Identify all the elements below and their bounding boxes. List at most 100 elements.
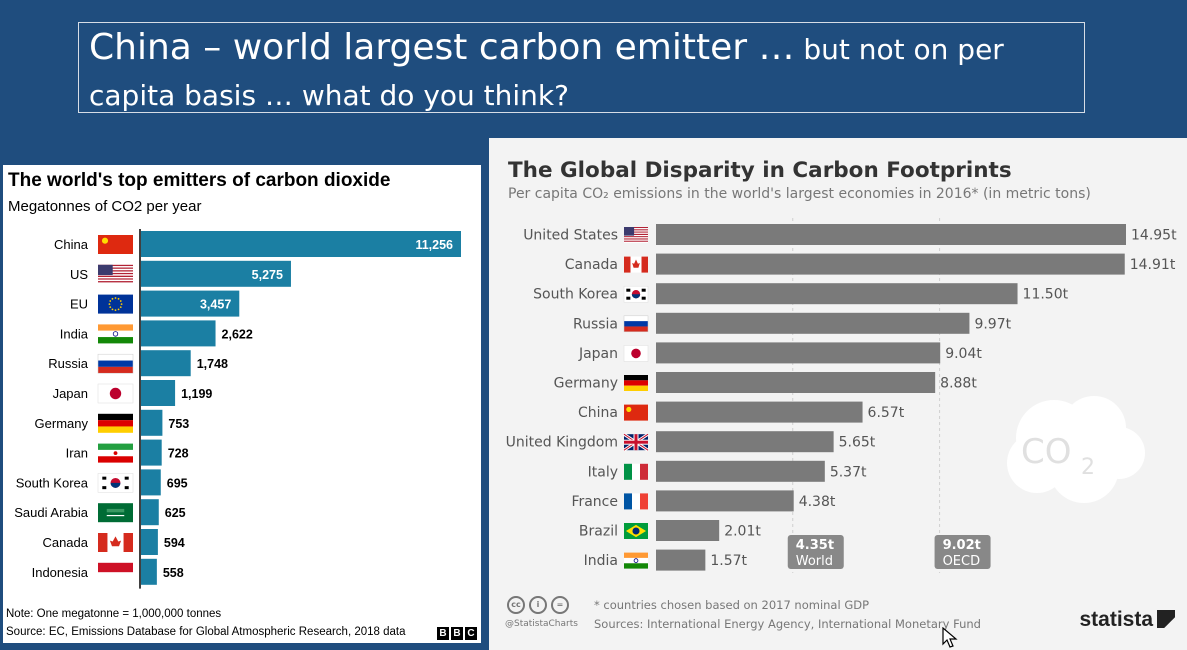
left-category-label: Canada — [42, 535, 88, 550]
statista-handle: @StatistaCharts — [505, 619, 578, 629]
left-category-label: China — [54, 237, 89, 252]
right-value-label: 5.37t — [830, 464, 867, 480]
left-category-label: Russia — [48, 356, 89, 371]
slide-title-line-2: capita basis … what do you think? — [89, 79, 569, 112]
reference-value-label: 4.35t — [796, 538, 834, 553]
flag-icon-india — [98, 324, 133, 344]
co2-cloud-text: CO — [1021, 432, 1072, 472]
reference-badge-world — [787, 535, 844, 569]
left-value-label: 695 — [167, 476, 188, 490]
flag-icon-russia — [97, 353, 134, 374]
bbc-logo-letter: B — [437, 627, 449, 640]
right-chart-sources: Sources: International Energy Agency, In… — [594, 617, 981, 631]
flag-icon-canada — [624, 256, 648, 273]
right-value-label: 1.57t — [710, 553, 747, 569]
left-category-label: Indonesia — [32, 565, 89, 580]
left-value-label: 728 — [168, 447, 189, 461]
right-chart-title: The Global Disparity in Carbon Footprint… — [508, 158, 1012, 183]
right-value-label: 14.91t — [1130, 257, 1176, 273]
left-bar — [141, 320, 216, 347]
flag-icon-france — [624, 493, 648, 510]
left-bar — [141, 231, 461, 257]
right-bar — [656, 460, 825, 482]
statista-logo[interactable]: statista — [1079, 608, 1175, 632]
left-chart-source: Source: EC, Emissions Database for Globa… — [6, 626, 406, 638]
right-category-label: China — [578, 405, 618, 421]
right-value-label: 4.38t — [799, 494, 836, 510]
flag-icon-china — [624, 404, 648, 421]
mouse-pointer-icon — [942, 627, 958, 648]
right-bar — [656, 342, 941, 364]
right-bar — [656, 372, 936, 393]
flag-icon-india — [624, 552, 648, 569]
right-category-label: India — [584, 553, 618, 569]
right-category-label: Italy — [588, 464, 618, 480]
statista-mark-icon — [1157, 610, 1175, 628]
flag-icon-iran — [98, 443, 133, 463]
right-chart-subtitle: Per capita CO₂ emissions in the world's … — [508, 186, 1091, 202]
left-category-label: Iran — [66, 446, 88, 461]
emitters-chart: China 11,256 US 5,275 EU 3,457 India 2,622 Russi… — [14, 229, 461, 589]
left-value-label: 625 — [165, 506, 186, 520]
left-category-label: South Korea — [16, 475, 89, 490]
flag-icon-indonesia — [98, 562, 133, 582]
right-bar — [656, 401, 863, 423]
right-value-label: 6.57t — [868, 405, 905, 421]
right-category-label: South Korea — [533, 287, 618, 303]
left-value-label: 3,457 — [200, 298, 231, 312]
no-derivatives-icon: = — [551, 596, 569, 614]
left-category-label: Japan — [53, 386, 88, 401]
statista-footprints-chart-panel: CO 2 4.35t World 9.02t OECD United States 14.95… — [489, 138, 1187, 650]
flag-icon-brazil — [624, 523, 648, 539]
flag-icon-italy — [624, 463, 648, 480]
right-bar — [656, 253, 1125, 275]
left-value-label: 753 — [168, 417, 189, 431]
left-category-label: Saudi Arabia — [14, 505, 88, 520]
left-value-label: 1,748 — [197, 357, 228, 371]
flag-icon-united-states — [624, 227, 648, 243]
right-value-label: 11.50t — [1023, 287, 1069, 303]
left-category-label: India — [60, 326, 89, 341]
statista-brand-text: statista — [1079, 608, 1153, 631]
left-category-label: EU — [70, 297, 88, 312]
right-bar — [656, 490, 794, 512]
flag-icon-germany — [98, 413, 133, 433]
attribution-icon: i — [529, 596, 547, 614]
left-chart-title: The world's top emitters of carbon dioxi… — [8, 170, 391, 191]
right-value-label: 14.95t — [1131, 228, 1177, 244]
flag-icon-japan — [623, 345, 649, 362]
left-value-label: 5,275 — [252, 268, 283, 282]
flag-icon-china — [98, 235, 133, 254]
reference-name-label: OECD — [943, 554, 981, 569]
bbc-logo-letter: C — [465, 627, 477, 640]
right-bar — [656, 283, 1018, 305]
left-value-label: 594 — [164, 536, 185, 550]
right-bar — [656, 431, 834, 453]
left-bar — [141, 558, 157, 585]
right-value-label: 9.04t — [945, 346, 982, 362]
left-bar — [141, 290, 240, 317]
right-bar — [656, 520, 720, 541]
reference-name-label: World — [796, 554, 833, 569]
reference-badge-oecd — [934, 535, 991, 569]
right-category-label: United Kingdom — [506, 435, 618, 451]
left-bar — [141, 439, 162, 466]
flag-icon-russia — [623, 315, 649, 333]
left-chart-note: Note: One megatonne = 1,000,000 tonnes — [6, 608, 222, 620]
left-chart-subtitle: Megatonnes of CO2 per year — [8, 198, 202, 215]
right-value-label: 8.88t — [940, 376, 977, 392]
left-bar — [141, 350, 191, 377]
slide-title-tail: but not on per — [794, 33, 1004, 66]
creative-commons-icons: cc i = — [507, 596, 569, 614]
slide-title: China – world largest carbon emitter … b… — [78, 22, 1085, 113]
bbc-emitters-chart-panel: China 11,256 US 5,275 EU 3,457 India 2,622 Russi… — [3, 165, 481, 643]
right-category-label: France — [571, 494, 618, 510]
flag-icon-us — [98, 264, 133, 284]
left-bar — [141, 499, 159, 526]
right-value-label: 5.65t — [839, 435, 876, 451]
flag-icon-eu — [98, 294, 133, 314]
right-bar — [656, 224, 1126, 245]
slide-title-main: China – world largest carbon emitter … — [89, 27, 795, 68]
flag-icon-united-kingdom — [623, 432, 649, 452]
